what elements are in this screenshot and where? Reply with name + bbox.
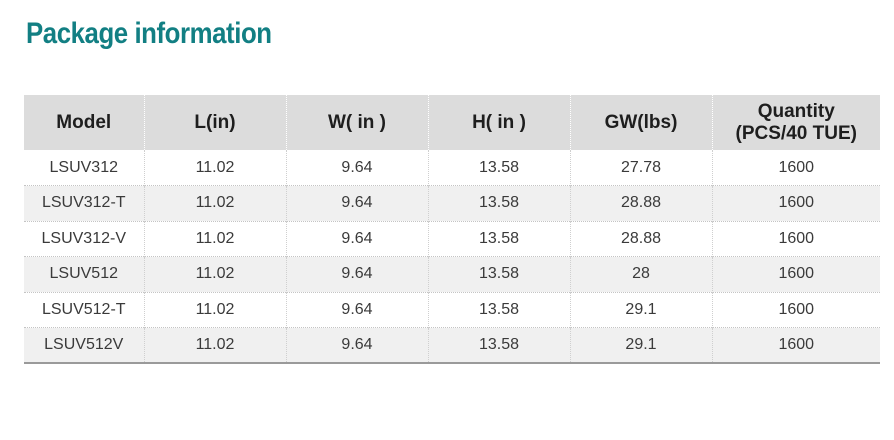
- cell-height: 13.58: [427, 185, 570, 221]
- cell-width: 9.64: [285, 291, 428, 328]
- cell-model: LSUV312-T: [24, 185, 144, 221]
- cell-width: 9.64: [285, 256, 428, 292]
- cell-height: 13.58: [427, 327, 570, 363]
- cell-height: 13.58: [427, 256, 570, 292]
- cell-gross-weight: 29.1: [569, 327, 712, 363]
- cell-length: 11.02: [143, 220, 286, 257]
- page-title: Package information: [26, 17, 272, 50]
- table-row: LSUV312-V 11.02 9.64 13.58 28.88 1600: [24, 220, 880, 257]
- cell-length: 11.02: [143, 256, 286, 292]
- header-length: L(in): [143, 95, 286, 150]
- header-row: Model L(in) W( in ) H( in ) GW(lbs) Quan…: [24, 95, 880, 150]
- cell-quantity: 1600: [711, 291, 880, 328]
- cell-length: 11.02: [143, 150, 286, 186]
- cell-height: 13.58: [427, 220, 570, 257]
- cell-model: LSUV312-V: [24, 220, 144, 257]
- table-row: LSUV312-T 11.02 9.64 13.58 28.88 1600: [24, 185, 880, 221]
- header-width: W( in ): [285, 95, 428, 150]
- header-height: H( in ): [427, 95, 570, 150]
- cell-length: 11.02: [143, 327, 286, 363]
- package-table: Model L(in) W( in ) H( in ) GW(lbs) Quan…: [24, 95, 880, 364]
- header-model: Model: [56, 111, 112, 133]
- table-row: LSUV512V 11.02 9.64 13.58 29.1 1600: [24, 327, 880, 363]
- cell-quantity: 1600: [711, 150, 880, 186]
- table-row: LSUV512-T 11.02 9.64 13.58 29.1 1600: [24, 291, 880, 328]
- cell-model: LSUV512: [24, 256, 144, 292]
- header-quantity-line1: Quantity: [757, 100, 835, 122]
- cell-model: LSUV312: [49, 158, 119, 176]
- cell-width: 9.64: [285, 150, 428, 186]
- cell-quantity: 1600: [711, 256, 880, 292]
- cell-width: 9.64: [285, 327, 428, 363]
- cell-gross-weight: 28.88: [569, 220, 712, 257]
- cell-model: LSUV512-T: [24, 291, 144, 328]
- cell-quantity: 1600: [711, 327, 880, 363]
- cell-gross-weight: 27.78: [569, 150, 712, 186]
- cell-gross-weight: 28.88: [569, 185, 712, 221]
- cell-model: LSUV512V: [24, 327, 144, 363]
- table-header: Model L(in) W( in ) H( in ) GW(lbs) Quan…: [24, 95, 880, 150]
- header-quantity-line2: (PCS/40 TUE): [735, 122, 857, 144]
- cell-gross-weight: 28: [569, 256, 712, 292]
- cell-gross-weight: 29.1: [569, 291, 712, 328]
- header-quantity: Quantity (PCS/40 TUE): [711, 95, 880, 150]
- cell-length: 11.02: [143, 291, 286, 328]
- table-body: LSUV312 11.02 9.64 13.58 27.78 1600 LSUV…: [24, 150, 880, 363]
- header-gross-weight: GW(lbs): [569, 95, 712, 150]
- table-row: LSUV512 11.02 9.64 13.58 28 1600: [24, 256, 880, 292]
- cell-height: 13.58: [427, 291, 570, 328]
- table-row: LSUV312 11.02 9.64 13.58 27.78 1600: [24, 150, 880, 186]
- cell-width: 9.64: [285, 220, 428, 257]
- cell-length: 11.02: [143, 185, 286, 221]
- cell-quantity: 1600: [711, 185, 880, 221]
- cell-height: 13.58: [427, 150, 570, 186]
- cell-width: 9.64: [285, 185, 428, 221]
- cell-quantity: 1600: [711, 220, 880, 257]
